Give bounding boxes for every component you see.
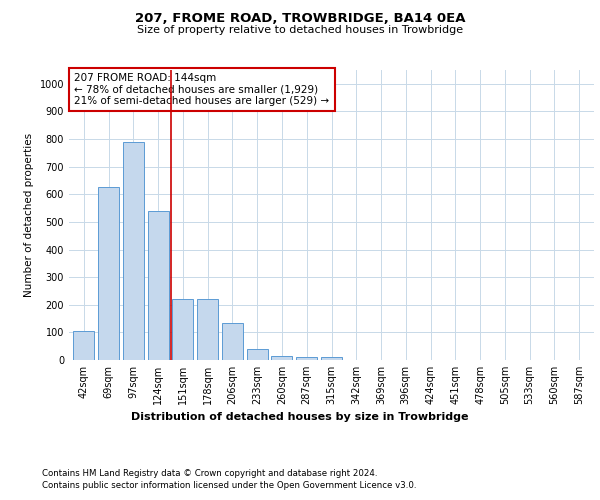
Bar [271,356,292,360]
Bar [148,211,169,360]
Text: Distribution of detached houses by size in Trowbridge: Distribution of detached houses by size … [131,412,469,422]
Y-axis label: Number of detached properties: Number of detached properties [24,133,34,297]
Text: 207 FROME ROAD: 144sqm
← 78% of detached houses are smaller (1,929)
21% of semi-: 207 FROME ROAD: 144sqm ← 78% of detached… [74,73,329,106]
Bar [296,357,317,360]
Text: 207, FROME ROAD, TROWBRIDGE, BA14 0EA: 207, FROME ROAD, TROWBRIDGE, BA14 0EA [135,12,465,26]
Bar [247,349,268,360]
Bar [98,188,119,360]
Bar [123,142,144,360]
Bar [172,299,193,360]
Bar [197,299,218,360]
Text: Contains public sector information licensed under the Open Government Licence v3: Contains public sector information licen… [42,481,416,490]
Bar [73,331,94,360]
Text: Size of property relative to detached houses in Trowbridge: Size of property relative to detached ho… [137,25,463,35]
Bar [222,322,243,360]
Text: Contains HM Land Registry data © Crown copyright and database right 2024.: Contains HM Land Registry data © Crown c… [42,468,377,477]
Bar [321,357,342,360]
